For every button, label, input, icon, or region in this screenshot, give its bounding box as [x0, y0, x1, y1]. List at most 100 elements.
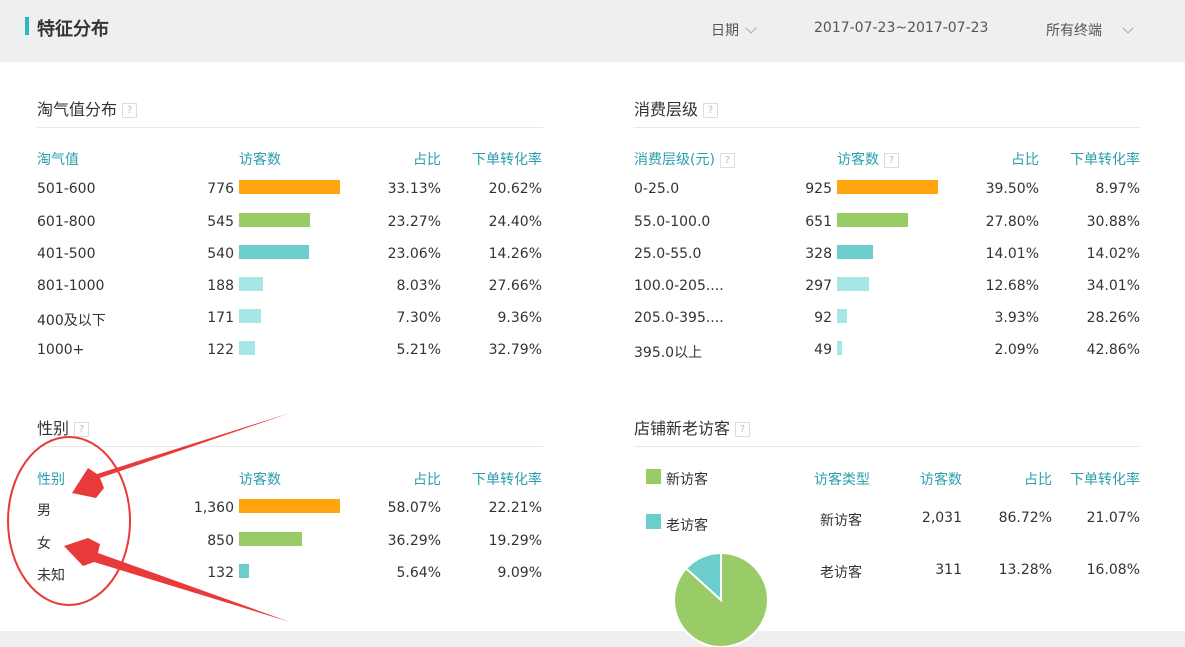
row-bar — [837, 213, 909, 227]
row-label: 25.0-55.0 — [634, 246, 702, 262]
row-share: 23.06% — [387, 246, 441, 262]
visitor-share: 86.72% — [998, 510, 1052, 526]
legend-new: 新访客 — [666, 472, 708, 488]
gender-title: 性别? — [37, 415, 90, 439]
row-share: 58.07% — [387, 500, 441, 516]
help-icon[interactable]: ? — [719, 152, 735, 168]
row-conversion: 8.97% — [1095, 181, 1140, 197]
taoqi-title: 淘气值分布? — [37, 96, 138, 120]
row-share: 27.80% — [985, 214, 1039, 230]
row-conversion: 27.66% — [488, 278, 542, 294]
row-count: 545 — [207, 214, 234, 230]
col-label: 消费层级(元)? — [634, 149, 735, 169]
row-share: 5.21% — [396, 342, 441, 358]
row-bar — [239, 245, 310, 259]
pie-slice-old — [684, 551, 722, 603]
row-label: 401-500 — [37, 246, 96, 262]
date-label: 日期 — [711, 23, 739, 39]
row-count: 850 — [207, 533, 234, 549]
row-bar — [837, 341, 843, 355]
col-visitor-count: 访客数? — [837, 149, 899, 169]
row-count: 171 — [207, 310, 234, 326]
col-share: 占比 — [413, 152, 441, 168]
help-icon[interactable]: ? — [703, 103, 719, 118]
legend-swatch-old — [646, 514, 661, 529]
row-count: 1,360 — [193, 500, 234, 516]
row-count: 651 — [805, 214, 832, 230]
help-icon[interactable]: ? — [122, 103, 138, 118]
row-bar — [239, 213, 310, 227]
row-bar — [837, 277, 870, 291]
row-bar — [239, 180, 340, 194]
row-share: 2.09% — [994, 342, 1039, 358]
visitor-type: 新访客 — [820, 513, 862, 529]
row-share: 3.93% — [994, 310, 1039, 326]
row-count: 49 — [814, 342, 832, 358]
row-label: 55.0-100.0 — [634, 214, 711, 230]
row-conversion: 24.40% — [488, 214, 542, 230]
row-count: 188 — [207, 278, 234, 294]
divider — [37, 127, 543, 128]
chevron-down-icon — [1122, 22, 1134, 34]
row-share: 12.68% — [985, 278, 1039, 294]
row-bar — [239, 499, 340, 513]
row-bar — [239, 564, 249, 578]
date-dropdown[interactable]: 日期 — [711, 20, 757, 40]
help-icon[interactable]: ? — [884, 152, 899, 168]
row-share: 33.13% — [387, 181, 441, 197]
row-conversion: 42.86% — [1086, 342, 1140, 358]
row-label: 男 — [37, 503, 51, 519]
row-bar — [239, 277, 264, 291]
col-visitor-type: 访客类型 — [814, 472, 870, 488]
row-count: 925 — [805, 181, 832, 197]
row-count: 92 — [814, 310, 832, 326]
col-label: 淘气值 — [37, 152, 79, 168]
row-conversion: 9.36% — [497, 310, 542, 326]
row-count: 122 — [207, 342, 234, 358]
help-icon[interactable]: ? — [735, 422, 751, 437]
row-conversion: 14.26% — [488, 246, 542, 262]
visitor-conversion: 21.07% — [1086, 510, 1140, 526]
col-visitor-count: 访客数 — [239, 152, 281, 168]
row-count: 297 — [805, 278, 832, 294]
row-label: 1000+ — [37, 342, 85, 358]
visitor-type: 老访客 — [820, 565, 862, 581]
row-share: 14.01% — [985, 246, 1039, 262]
page-header: 特征分布 日期 2017-07-23~2017-07-23 所有终端 — [0, 0, 1185, 62]
col-visitor-count: 访客数 — [920, 472, 962, 488]
row-share: 7.30% — [396, 310, 441, 326]
help-icon[interactable]: ? — [74, 422, 90, 437]
row-bar — [239, 341, 255, 355]
row-bar — [837, 180, 938, 194]
row-share: 5.64% — [396, 565, 441, 581]
col-conversion: 下单转化率 — [472, 472, 542, 488]
visitor-conversion: 16.08% — [1086, 562, 1140, 578]
row-bar — [239, 309, 262, 323]
terminal-dropdown[interactable]: 所有终端 — [1046, 20, 1134, 40]
row-share: 8.03% — [396, 278, 441, 294]
row-count: 540 — [207, 246, 234, 262]
row-label: 395.0以上 — [634, 345, 703, 361]
row-label: 100.0-205.... — [634, 278, 724, 294]
row-label: 女 — [37, 536, 51, 552]
col-conversion: 下单转化率 — [1070, 472, 1140, 488]
divider — [634, 127, 1140, 128]
row-conversion: 30.88% — [1086, 214, 1140, 230]
col-share: 占比 — [1024, 472, 1052, 488]
col-label: 性别 — [37, 472, 65, 488]
col-conversion: 下单转化率 — [1070, 152, 1140, 168]
visitor-share: 13.28% — [998, 562, 1052, 578]
date-range[interactable]: 2017-07-23~2017-07-23 — [814, 20, 989, 36]
row-label: 801-1000 — [37, 278, 105, 294]
row-conversion: 9.09% — [497, 565, 542, 581]
footer-band — [0, 631, 1185, 647]
page-title: 特征分布 — [37, 19, 109, 40]
row-conversion: 19.29% — [488, 533, 542, 549]
divider — [634, 446, 1140, 447]
row-conversion: 20.62% — [488, 181, 542, 197]
row-conversion: 28.26% — [1086, 310, 1140, 326]
col-share: 占比 — [413, 472, 441, 488]
row-label: 205.0-395.... — [634, 310, 724, 326]
col-conversion: 下单转化率 — [472, 152, 542, 168]
row-conversion: 22.21% — [488, 500, 542, 516]
